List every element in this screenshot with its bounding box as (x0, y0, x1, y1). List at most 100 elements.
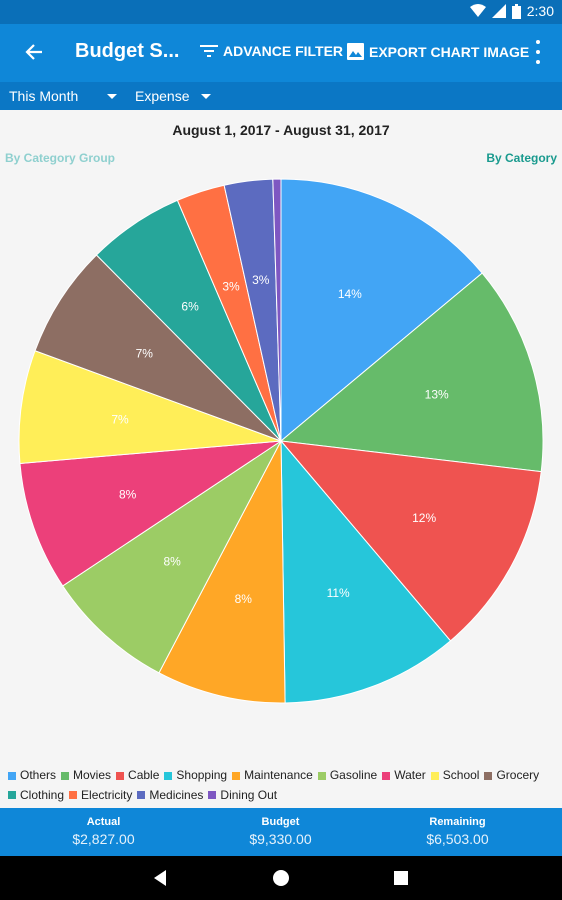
type-value: Expense (135, 88, 190, 104)
slice-label: 3% (222, 279, 240, 293)
actual-summary: Actual $2,827.00 (10, 816, 197, 847)
back-button[interactable] (20, 38, 48, 66)
export-chart-button[interactable]: EXPORT CHART IMAGE (347, 43, 529, 60)
legend-swatch (8, 771, 16, 780)
budget-value: $9,330.00 (249, 831, 312, 847)
nav-recents-icon[interactable] (391, 868, 411, 888)
period-value: This Month (9, 88, 79, 104)
by-category-toggle[interactable]: By Category (486, 151, 557, 165)
slice-label: 8% (119, 488, 137, 502)
legend-label: Grocery (496, 768, 540, 782)
legend-item: Movies (61, 766, 111, 785)
legend-swatch (232, 771, 241, 780)
legend-label: Clothing (20, 787, 65, 802)
app-bar: Budget S... ADVANCE FILTER EXPORT CHART … (0, 24, 562, 82)
wifi-icon (469, 4, 486, 17)
legend-item: Water (382, 766, 426, 785)
legend-item: Shopping (164, 766, 227, 785)
export-chart-label: EXPORT CHART IMAGE (369, 43, 530, 60)
remaining-label: Remaining (429, 816, 486, 828)
legend-swatch (137, 791, 146, 799)
legend-item: Clothing (8, 786, 64, 805)
page-title: Budget S... (75, 40, 180, 62)
nav-back-icon[interactable] (151, 868, 171, 888)
legend-label: Movies (73, 768, 112, 782)
nav-home-icon[interactable] (271, 868, 291, 888)
pie-slice-shopping[interactable] (280, 439, 452, 704)
chevron-down-icon (201, 94, 211, 99)
legend-item: Cable (116, 766, 159, 785)
pie-slice-others[interactable] (280, 178, 483, 443)
slice-label: 12% (412, 511, 436, 525)
slice-label: 6% (181, 299, 199, 313)
battery-icon (511, 3, 521, 19)
signal-icon (491, 4, 506, 18)
slice-label: 7% (111, 412, 129, 426)
legend-swatch (208, 791, 217, 799)
legend-item: Maintenance (232, 766, 313, 785)
pie-slice-water[interactable] (19, 440, 282, 587)
legend-swatch (382, 771, 391, 780)
filter-icon (200, 45, 218, 57)
image-icon (347, 43, 364, 60)
legend-item: Medicines (137, 786, 203, 805)
pie-slice-dining-out[interactable] (272, 178, 282, 442)
legend-item: Electricity (69, 786, 132, 805)
pie-slice-school[interactable] (18, 350, 282, 465)
legend-label: School (442, 768, 480, 782)
slice-label: 13% (425, 388, 449, 402)
slice-label: 7% (136, 346, 154, 360)
summary-bar: Actual $2,827.00 Budget $9,330.00 Remain… (0, 808, 562, 856)
type-dropdown[interactable]: Expense (135, 88, 189, 104)
remaining-summary: Remaining $6,503.00 (364, 816, 551, 847)
legend-swatch (317, 771, 326, 780)
slice-label: 3% (252, 273, 270, 287)
advance-filter-button[interactable]: ADVANCE FILTER (200, 43, 343, 59)
budget-label: Budget (261, 816, 300, 828)
slice-label: 14% (338, 287, 362, 301)
period-dropdown[interactable]: This Month (9, 88, 78, 104)
legend-item: Gasoline (317, 766, 378, 785)
pie-slice-grocery[interactable] (34, 254, 282, 442)
advance-filter-label: ADVANCE FILTER (223, 43, 344, 59)
legend-swatch (484, 771, 493, 780)
chart-legend: Others Movies Cable Shopping Maintenance Gaso… (8, 766, 558, 805)
legend-swatch (69, 791, 78, 799)
arrow-back-icon (25, 44, 42, 60)
status-bar: 2:30 (0, 0, 562, 24)
legend-label: Maintenance (244, 768, 313, 782)
budget-summary: Budget $9,330.00 (187, 816, 374, 847)
legend-label: Cable (128, 768, 160, 782)
remaining-value: $6,503.00 (426, 831, 489, 847)
system-nav-bar (0, 856, 562, 900)
chevron-down-icon (107, 94, 117, 99)
pie-slice-gasoline[interactable] (62, 440, 282, 674)
by-category-group-toggle[interactable]: By Category Group (5, 151, 116, 165)
legend-swatch (430, 771, 439, 780)
legend-swatch (116, 771, 125, 780)
more-options-button[interactable] (534, 40, 542, 64)
more-vert-icon (536, 40, 540, 44)
legend-swatch (164, 771, 173, 780)
slice-label: 8% (163, 555, 181, 569)
pie-slice-cable[interactable] (279, 440, 542, 642)
date-range: August 1, 2017 - August 31, 2017 (172, 122, 390, 138)
legend-label: Gasoline (329, 768, 378, 782)
legend-swatch (8, 791, 16, 799)
legend-label: Others (20, 768, 57, 782)
legend-item: Grocery (484, 766, 539, 785)
pie-slice-movies[interactable] (279, 272, 544, 473)
status-time: 2:30 (526, 3, 554, 19)
legend-label: Medicines (149, 787, 204, 802)
slice-label: 8% (235, 592, 253, 606)
actual-value: $2,827.00 (72, 831, 135, 847)
legend-swatch (61, 771, 70, 780)
legend-item: Dining Out (208, 786, 277, 805)
filter-bar: This Month Expense (0, 82, 562, 110)
legend-label: Water (394, 768, 426, 782)
pie-chart[interactable]: 14% 13% 12% 11% 8% 8% 8% 7% 7% 6% 3% 3% (0, 110, 562, 750)
slice-label: 11% (327, 586, 350, 600)
legend-item: School (430, 766, 480, 785)
pie-slice-maintenance[interactable] (158, 440, 286, 704)
actual-label: Actual (86, 816, 121, 828)
